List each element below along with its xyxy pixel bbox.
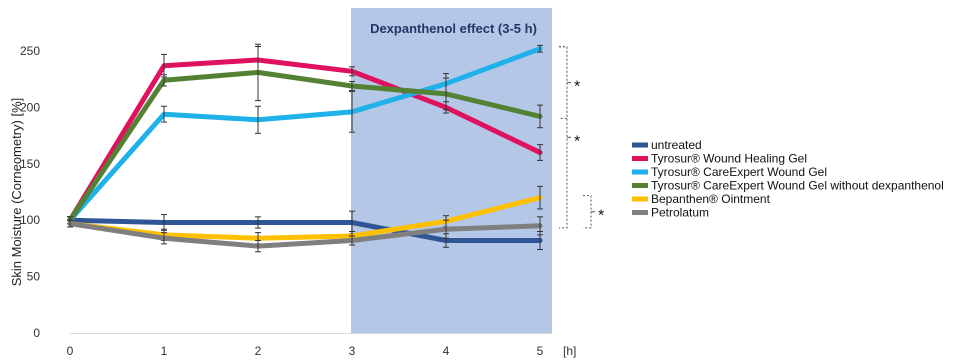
legend-item: Petrolatum [632, 206, 709, 220]
y-tick-label: 250 [20, 44, 40, 58]
significance-star: * [598, 208, 604, 225]
legend-label: Tyrosur® Wound Healing Gel [651, 152, 807, 166]
error-bar [349, 91, 355, 133]
error-bar [443, 77, 449, 111]
legend-label: Bepanthen® Ointment [651, 192, 771, 206]
series-line [67, 221, 543, 249]
significance-bracket: * [583, 195, 604, 229]
significance-bracket: * [559, 46, 580, 119]
x-tick-label: 4 [443, 344, 450, 358]
error-bar [443, 219, 449, 239]
error-bar [67, 219, 73, 228]
x-tick-label: 2 [255, 344, 262, 358]
error-bar [255, 43, 261, 102]
error-bar [161, 74, 167, 87]
error-bar [537, 44, 543, 53]
bracket-line [559, 46, 568, 229]
series-line [67, 195, 543, 241]
series-line [67, 69, 543, 223]
y-tick-label: 100 [20, 213, 40, 227]
error-bar [537, 216, 543, 236]
highlight-region-label: Dexpanthenol effect (3-5 h) [370, 21, 537, 36]
bracket-line [583, 195, 592, 229]
y-tick-label: 50 [27, 270, 41, 284]
x-tick-label: 5 [537, 344, 544, 358]
legend-label: Tyrosur® CareExpert Wound Gel [651, 165, 827, 179]
legend-item: Bepanthen® Ointment [632, 192, 771, 206]
y-tick-label: 0 [33, 326, 40, 340]
series-lines [67, 43, 543, 253]
highlight-region [351, 8, 552, 333]
x-axis-unit-label: [h] [563, 344, 576, 358]
significance-bracket: * [559, 46, 580, 229]
legend-item: Tyrosur® Wound Healing Gel [632, 152, 807, 166]
significance-brackets: * * * [559, 46, 604, 229]
x-tick-label: 3 [349, 344, 356, 358]
x-tick-label: 0 [67, 344, 74, 358]
error-bar [349, 66, 355, 77]
y-axis-title: Skin Moisture (Corneometry) [%] [9, 98, 24, 287]
axes: 0 50 100 150 200 250 0 1 2 3 4 5 [20, 44, 552, 358]
series-line [67, 46, 543, 223]
error-bar [255, 216, 261, 229]
significance-star: * [574, 133, 580, 150]
legend-label: Tyrosur® CareExpert Wound Gel without de… [651, 179, 944, 193]
legend-item: Tyrosur® CareExpert Wound Gel without de… [632, 179, 944, 193]
error-bar [255, 105, 261, 134]
error-bar [349, 80, 355, 91]
series-line [67, 217, 543, 243]
error-bar [537, 185, 543, 210]
series-line [67, 57, 543, 223]
error-bar [161, 105, 167, 123]
series-group [67, 216, 543, 253]
error-bar [537, 144, 543, 161]
legend-item: Tyrosur® CareExpert Wound Gel [632, 165, 827, 179]
significance-star: * [574, 79, 580, 96]
series-group [67, 43, 543, 225]
legend-label: Petrolatum [651, 206, 709, 220]
error-bar [255, 240, 261, 253]
legend-item: untreated [632, 138, 702, 152]
y-tick-label: 200 [20, 100, 40, 114]
error-bar [537, 104, 543, 129]
bracket-line [559, 46, 568, 119]
y-tick-label: 150 [20, 157, 40, 171]
error-bar [161, 232, 167, 245]
error-bar [349, 235, 355, 246]
x-tick-label: 1 [161, 344, 168, 358]
legend-label: untreated [651, 138, 702, 152]
